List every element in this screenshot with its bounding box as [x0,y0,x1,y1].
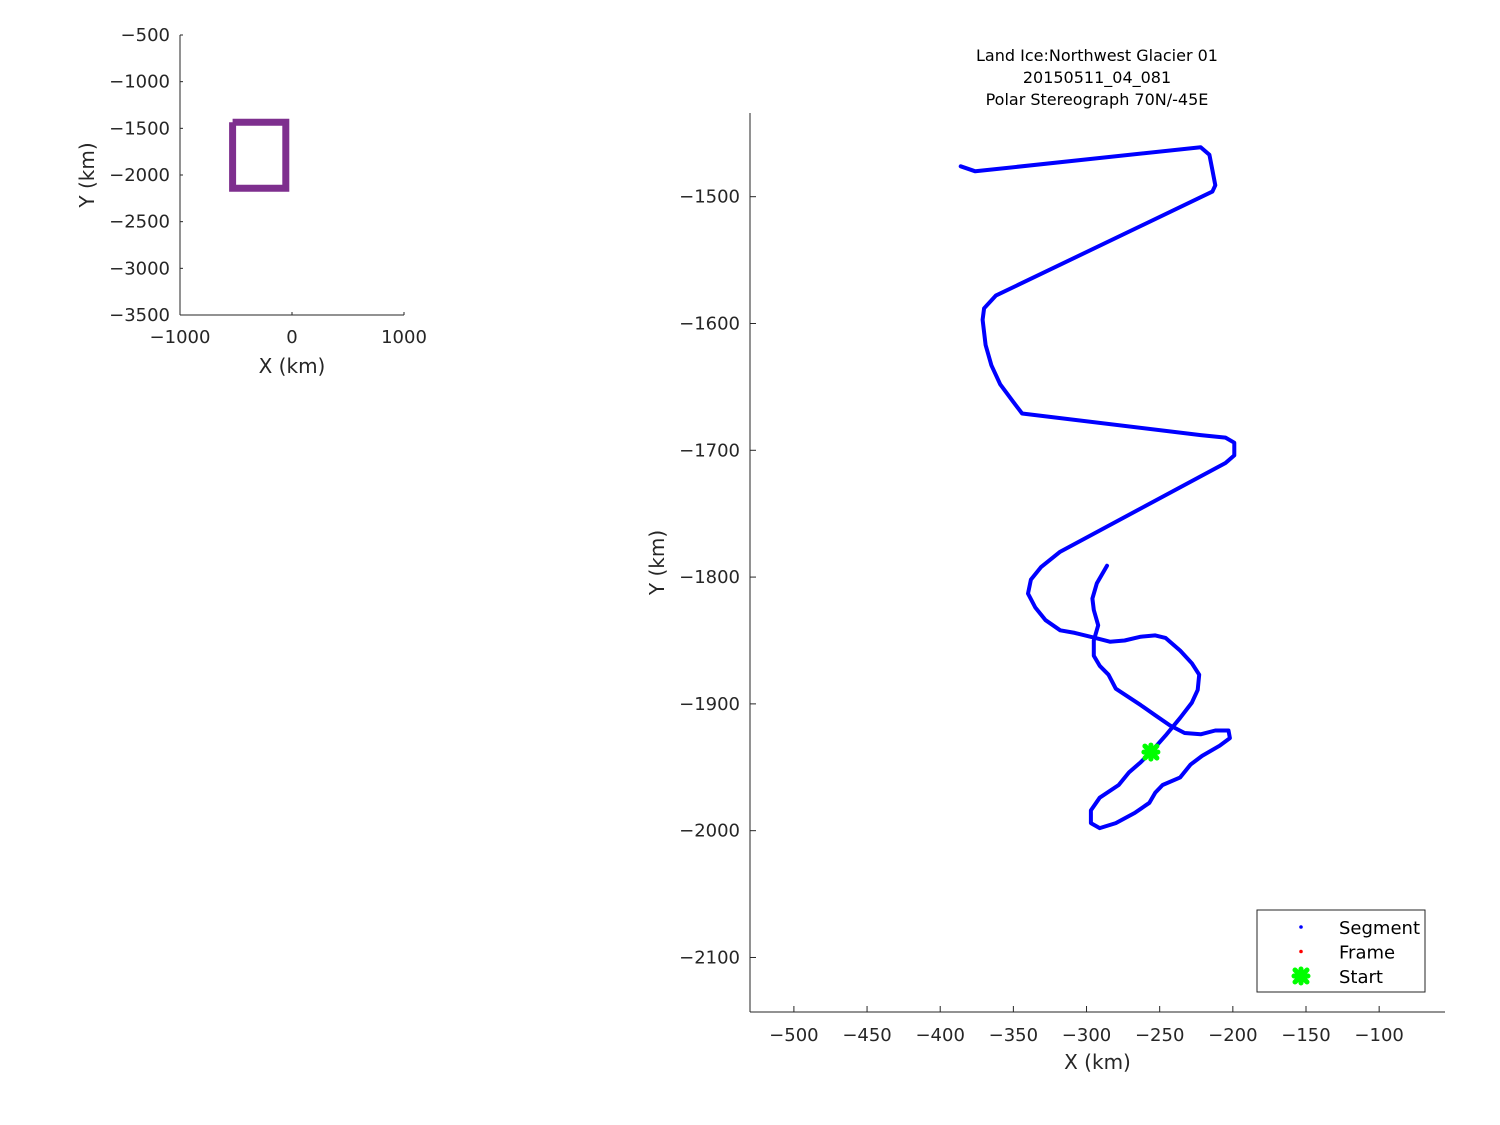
legend-label-frame: Frame [1339,943,1395,964]
y-tick-label: −2000 [109,165,170,186]
y-axis-label: Y (km) [645,530,669,596]
title-line-1: Land Ice:Northwest Glacier 01 [976,46,1218,65]
extent-rectangle [229,118,290,192]
y-axis-label: Y (km) [75,142,99,208]
y-tick-label: −1500 [679,187,740,208]
x-tick-label: 1000 [381,327,427,348]
x-tick-label: −500 [769,1025,818,1046]
y-tick-label: −1600 [679,313,740,334]
x-tick-label: −350 [989,1025,1038,1046]
y-tick-label: −500 [121,25,170,46]
y-tick-label: −3000 [109,258,170,279]
legend-box [1256,909,1426,993]
y-tick-label: −1900 [679,694,740,715]
title-line-2: 20150511_04_081 [1023,68,1171,88]
legend-label-start: Start [1339,967,1383,988]
overview-axes: −1000 0 1000 −500 −1000 −1500 −2000 −2500 −3000 −… [75,25,427,378]
y-tick-label: −2500 [109,212,170,233]
y-tick-label: −3500 [109,305,170,326]
x-tick-label: −200 [1208,1025,1257,1046]
x-tick-label: −150 [1281,1025,1330,1046]
x-axis-label: X (km) [1064,1050,1131,1074]
legend-marker-start [1291,966,1311,986]
y-tick-label: −1800 [679,567,740,588]
y-tick-label: −2100 [679,947,740,968]
x-tick-label: −250 [1135,1025,1184,1046]
y-tick-label: −2000 [679,821,740,842]
title-line-3: Polar Stereograph 70N/-45E [986,90,1209,109]
y-tick-label: −1700 [679,440,740,461]
legend-marker-frame [1299,949,1303,954]
x-tick-label: −400 [915,1025,964,1046]
x-tick-label: 0 [286,327,297,348]
legend-label-segment: Segment [1339,918,1420,939]
x-tick-label: −300 [1062,1025,1111,1046]
x-tick-label: −450 [842,1025,891,1046]
x-tick-label: −1000 [150,327,211,348]
segment-track [958,145,1237,831]
legend-marker-segment [1299,925,1303,929]
main-axes: Land Ice:Northwest Glacier 01 20150511_0… [645,46,1445,1074]
x-axis-label: X (km) [259,354,326,378]
x-tick-label: −100 [1354,1025,1403,1046]
y-tick-label: −1500 [109,118,170,139]
legend: Segment Frame Start [1256,909,1426,993]
y-tick-label: −1000 [109,72,170,93]
start-marker [1141,742,1161,762]
